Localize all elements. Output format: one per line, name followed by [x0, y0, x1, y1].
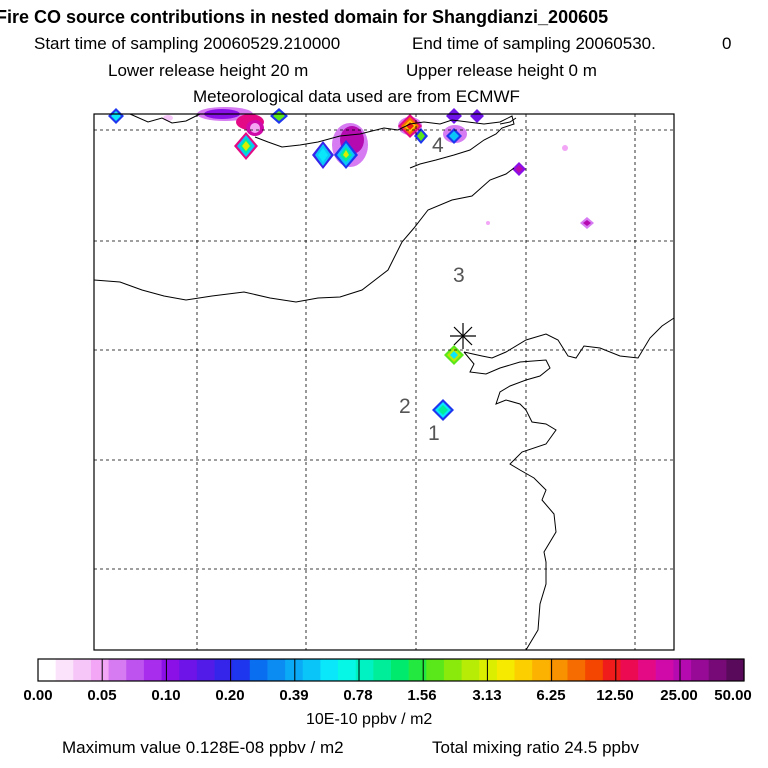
colorbar-swatch	[179, 659, 198, 681]
plume-blob	[512, 162, 526, 176]
met-data-label: Meteorological data used are from ECMWF	[193, 87, 520, 106]
max-value-label: Maximum value 0.128E-08 ppbv / m2	[62, 738, 344, 757]
plume-blob	[444, 345, 464, 365]
colorbar-tick: 0.05	[87, 687, 117, 704]
end-time-suffix: 0	[722, 34, 732, 53]
plume-blob	[398, 114, 428, 144]
colorbar-frame	[37, 658, 745, 682]
colorbar-swatch	[355, 659, 374, 681]
colorbar	[38, 659, 745, 681]
colorbar-swatch	[708, 659, 727, 681]
plot-title: Fire CO source contributions in nested d…	[0, 7, 609, 27]
colorbar-swatch	[655, 659, 674, 681]
plume-blob	[580, 217, 594, 229]
site-label-2: 2	[399, 395, 411, 418]
colorbar-swatch	[620, 659, 639, 681]
site-label-3: 3	[453, 264, 465, 287]
colorbar-swatch	[426, 659, 445, 681]
plume-blob	[163, 115, 173, 121]
plume-blob	[432, 399, 454, 421]
colorbar-swatch	[73, 659, 92, 681]
colorbar-swatch	[90, 659, 110, 681]
end-time-label: End time of sampling 20060530.	[412, 34, 656, 53]
colorbar-tick: 25.00	[660, 687, 698, 704]
colorbar-tick: 0.78	[343, 687, 373, 704]
colorbar-swatch	[161, 659, 180, 681]
colorbar-swatch	[391, 659, 410, 681]
coastline	[93, 113, 675, 651]
colorbar-tick: 12.50	[596, 687, 634, 704]
start-time-label: Start time of sampling 20060529.210000	[34, 34, 341, 53]
colorbar-swatch	[602, 659, 622, 681]
grid-lines	[94, 114, 674, 650]
colorbar-swatch	[638, 659, 657, 681]
plume-blob	[443, 125, 467, 144]
site-label-4: 4	[432, 134, 444, 157]
plume-blob	[108, 108, 124, 124]
colorbar-swatch	[249, 659, 269, 681]
plume-blob	[270, 108, 288, 124]
colorbar-tick: 6.25	[536, 687, 566, 704]
colorbar-swatch	[549, 659, 569, 681]
plume-blob	[562, 145, 568, 151]
colorbar-tick: 3.13	[472, 687, 502, 704]
plume-blob	[446, 108, 484, 124]
colorbar-swatch	[585, 659, 604, 681]
site-labels: 1 2 3 4	[399, 134, 465, 445]
colorbar-tick: 0.39	[279, 687, 309, 704]
colorbar-swatch	[143, 659, 163, 681]
plume-blob	[234, 120, 264, 160]
colorbar-tick: 1.56	[407, 687, 437, 704]
colorbar-tick: 50.00	[714, 687, 752, 704]
colorbar-swatch	[673, 659, 692, 681]
plume-blob	[312, 141, 334, 169]
colorbar-swatch	[496, 659, 516, 681]
colorbar-swatch	[514, 659, 533, 681]
colorbar-tick: 0.00	[23, 687, 53, 704]
colorbar-swatch	[479, 659, 498, 681]
upper-release-height-label: Upper release height 0 m	[406, 61, 597, 80]
colorbar-swatch	[532, 659, 551, 681]
colorbar-swatch	[443, 659, 463, 681]
colorbar-swatch	[55, 659, 74, 681]
colorbar-swatch	[267, 659, 286, 681]
colorbar-swatch	[320, 659, 339, 681]
colorbar-units: 10E-10 ppbv / m2	[306, 711, 433, 728]
colorbar-swatch	[691, 659, 710, 681]
colorbar-swatch	[373, 659, 392, 681]
colorbar-swatch	[461, 659, 480, 681]
colorbar-swatch	[232, 659, 251, 681]
colorbar-swatch	[285, 659, 304, 681]
colorbar-swatch	[726, 659, 745, 681]
colorbar-tick: 0.10	[151, 687, 181, 704]
colorbar-swatch	[108, 659, 127, 681]
colorbar-swatch	[302, 659, 321, 681]
map-frame	[93, 113, 675, 651]
total-mixing-ratio-label: Total mixing ratio 24.5 ppbv	[432, 738, 639, 757]
colorbar-swatch	[408, 659, 427, 681]
colorbar-swatch	[126, 659, 145, 681]
colorbar-swatch	[338, 659, 357, 681]
colorbar-swatch	[196, 659, 216, 681]
plume-layer	[108, 107, 594, 421]
colorbar-swatch	[567, 659, 586, 681]
colorbar-swatch	[214, 659, 233, 681]
lower-release-height-label: Lower release height 20 m	[108, 61, 309, 80]
site-label-1: 1	[428, 422, 440, 445]
plume-blob	[486, 221, 490, 225]
plume-blob	[332, 123, 368, 169]
asterisk-icon	[450, 323, 476, 349]
colorbar-swatch	[38, 659, 57, 681]
colorbar-tick: 0.20	[215, 687, 245, 704]
